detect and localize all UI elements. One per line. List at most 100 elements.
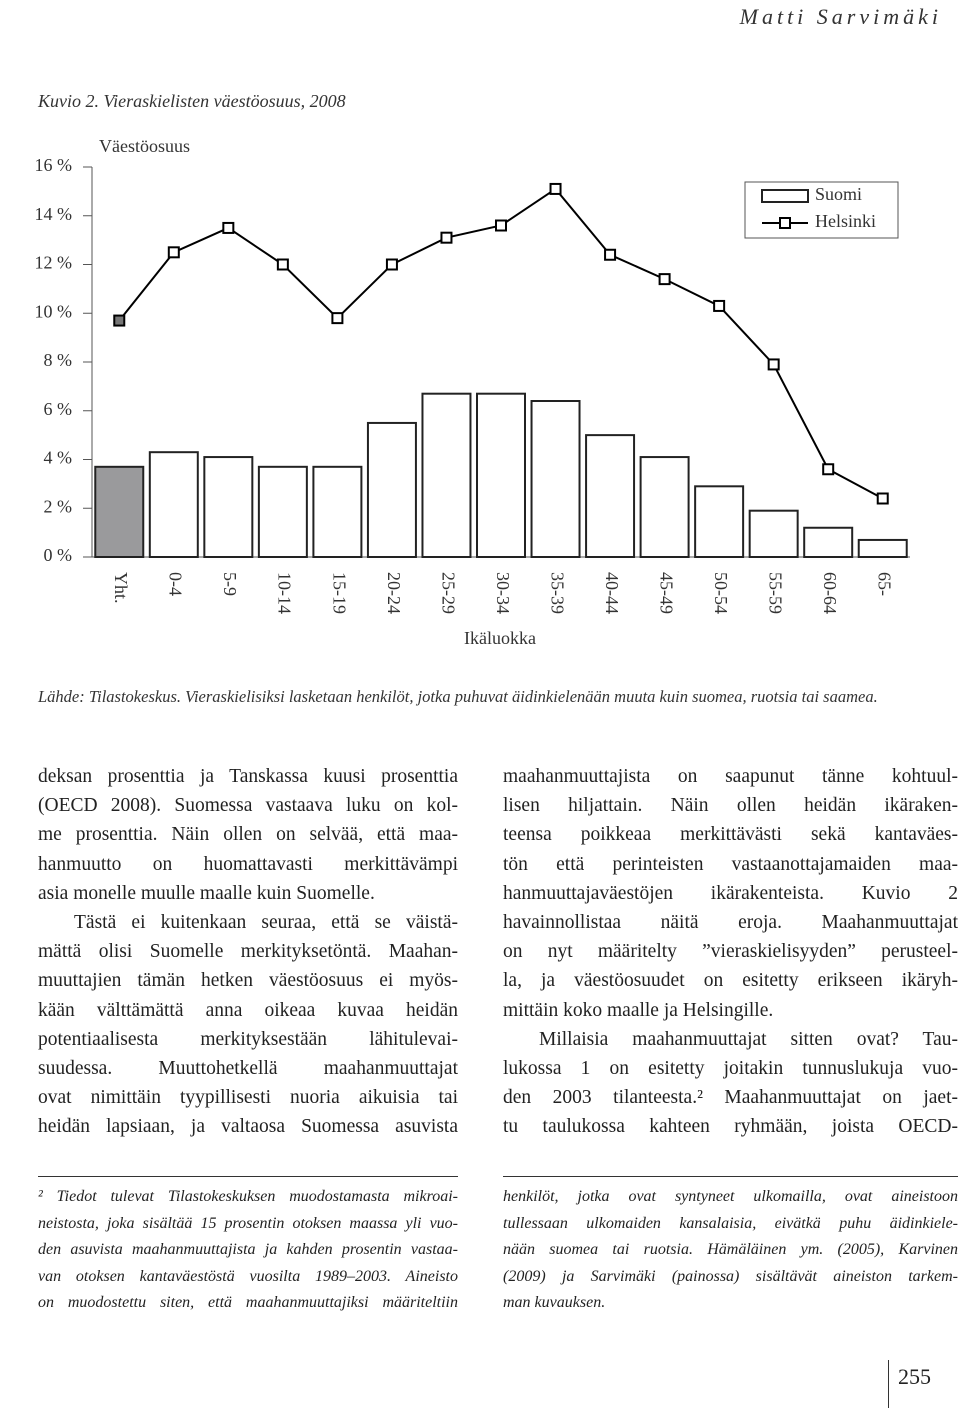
footnote-line: tullessaan ulkomaiden kansalaisia, eivät… (503, 1214, 958, 1232)
marker (713, 299, 726, 312)
text-line: on nyt määritelty ”vieraskielisyyden” pe… (503, 941, 958, 963)
footnote-line: man kuvauksen. (503, 1294, 606, 1311)
text-line: tön että perinteisten vastaanottajamaide… (503, 853, 958, 875)
footnote-rule (503, 1176, 958, 1177)
bar (421, 392, 472, 558)
page-number: 255 (898, 1364, 931, 1389)
x-tick-label: 35-39 (547, 572, 567, 614)
text-line: suudessa. Muuttohetkellä maahanmuuttajat (38, 1058, 458, 1080)
y-tick-label: 0 % (44, 545, 73, 565)
y-tick-label: 10 % (35, 301, 73, 321)
text-line: muuttajien tämän hetken väestöosuus ei m… (38, 970, 458, 992)
y-tick-label: 6 % (44, 399, 73, 419)
y-tick-label: 12 % (35, 253, 73, 273)
legend-label: Suomi (815, 184, 862, 204)
text-line: mättä olisi Suomelle merkityksetöntä. Ma… (38, 941, 458, 963)
marker (440, 231, 453, 244)
bar (857, 538, 908, 558)
bar (203, 456, 254, 558)
text-line: ovat nimittäin tyypillisesti nuoria aiku… (38, 1087, 458, 1109)
chart: Kuvio 2. Vieraskielisten väestöosuus, 20… (35, 91, 910, 706)
text-line: lisen hiljattain. Näin ollen heidän ikär… (503, 795, 958, 817)
x-tick-label: 55-59 (766, 572, 786, 614)
bar (530, 400, 581, 558)
y-tick-label: 4 % (44, 448, 73, 468)
y-tick-label: 8 % (44, 350, 73, 370)
x-tick-label: 15-19 (329, 572, 349, 614)
text-line: asia monelle muulle maalle kuin Suomelle… (38, 882, 375, 904)
y-axis-label: Väestöosuus (99, 136, 190, 156)
text-line: maahanmuuttajista on saapunut tänne koht… (503, 766, 958, 787)
marker (549, 182, 562, 195)
footnote-line: neistosta, joka sisältää 15 prosentin ot… (38, 1214, 458, 1232)
chart-title: Kuvio 2. Vieraskielisten väestöosuus, 20… (37, 91, 346, 111)
x-axis-label: Ikäluokka (464, 628, 536, 648)
marker (767, 358, 780, 371)
marker (658, 273, 671, 286)
footnote-line: den asuvista maahanmuuttajista ja kahden… (38, 1241, 458, 1258)
bar (476, 392, 526, 558)
legend-swatch (761, 189, 809, 203)
x-tick-label: 40-44 (602, 572, 622, 614)
text-line: Millaisia maahanmuuttajat sitten ovat? T… (539, 1028, 958, 1050)
text-line: havainnollistaa näitä eroja. Maahanmuutt… (503, 912, 958, 934)
marker (167, 246, 180, 259)
marker (331, 312, 344, 325)
x-tick-label: 30-34 (493, 572, 513, 614)
text-line: (OECD 2008). Suomessa vastaava luku on k… (38, 795, 458, 817)
text-line: tu taulukossa kahteen ryhmään, joista OE… (503, 1116, 958, 1138)
running-header: Matti Sarvimäki (739, 4, 942, 29)
footnote-rule (38, 1176, 458, 1177)
marker (822, 463, 835, 476)
bar (94, 465, 145, 558)
text-line: deksan prosenttia ja Tanskassa kuusi pro… (38, 766, 458, 787)
x-tick-label: 0-4 (166, 572, 186, 596)
source-note: Lähde: Tilastokeskus. Vieraskielisiksi l… (37, 687, 878, 706)
x-tick-label: 60-64 (820, 572, 840, 614)
bar (366, 421, 417, 558)
marker (604, 248, 617, 261)
bar (748, 509, 799, 558)
text-line: den 2003 tilanteesta.² Maahanmuuttajat o… (503, 1087, 958, 1109)
footnote-line: ² Tiedot tulevat Tilastokeskuksen muodos… (38, 1188, 458, 1205)
bar (312, 465, 363, 558)
text-line: hanmuuttajaväestöjen ikärakenteista. Kuv… (503, 882, 958, 904)
text-line: potentiaalisesta merkityksestään lähitul… (38, 1028, 458, 1050)
marker (113, 314, 126, 327)
marker (876, 492, 889, 505)
text-line: kään välttämättä anna oikeaa kuvaa heidä… (38, 999, 458, 1021)
bar (639, 456, 690, 558)
marker (385, 258, 398, 271)
footnote-line: on muodostettu siten, että maahanmuuttaj… (38, 1294, 458, 1311)
bar (257, 465, 308, 558)
text-line: heidän lapsiaan, ja valtaosa Suomessa as… (38, 1116, 458, 1138)
footnote: henkilöt, jotka ovat syntyneet ulkomaill… (503, 1184, 958, 1317)
text-column: maahanmuuttajista on saapunut tänne koht… (503, 762, 958, 1142)
bar (585, 434, 636, 558)
x-tick-label: 65- (875, 572, 895, 596)
text-line: teensa poikkeaa merkittävästi sekä kanta… (503, 824, 958, 846)
page-number-rule (888, 1360, 889, 1408)
bar (803, 526, 854, 558)
x-tick-label: 20-24 (384, 572, 404, 614)
y-tick-label: 2 % (44, 496, 73, 516)
text-line: Tästä ei kuitenkaan seuraa, että se väis… (74, 912, 458, 934)
marker (276, 258, 289, 271)
text-line: hanmuutto on huomattavasti merkittävämpi (38, 853, 458, 875)
x-tick-label: 50-54 (711, 572, 731, 614)
marker (222, 221, 235, 234)
x-tick-label: Yht. (111, 572, 131, 604)
x-tick-label: 25-29 (438, 572, 458, 614)
x-tick-label: 45-49 (656, 572, 676, 614)
footnote-line: (2009) ja Sarvimäki (painossa) sisältävä… (503, 1267, 958, 1285)
text-line: la, ja väestöosuudet on esitetty eriksee… (503, 970, 958, 992)
footnote: ² Tiedot tulevat Tilastokeskuksen muodos… (38, 1184, 458, 1317)
footnote-line: henkilöt, jotka ovat syntyneet ulkomaill… (503, 1188, 958, 1205)
legend-label: Helsinki (815, 211, 876, 231)
legend-marker (779, 217, 791, 229)
footnote-line: nään suomea tai ruotsia. Hämäläinen ym. … (503, 1241, 958, 1258)
text-line: lukossa 1 on esitetty joitakin tunnusluk… (503, 1058, 958, 1080)
y-tick-label: 16 % (35, 155, 73, 175)
x-tick-label: 5-9 (220, 572, 240, 596)
